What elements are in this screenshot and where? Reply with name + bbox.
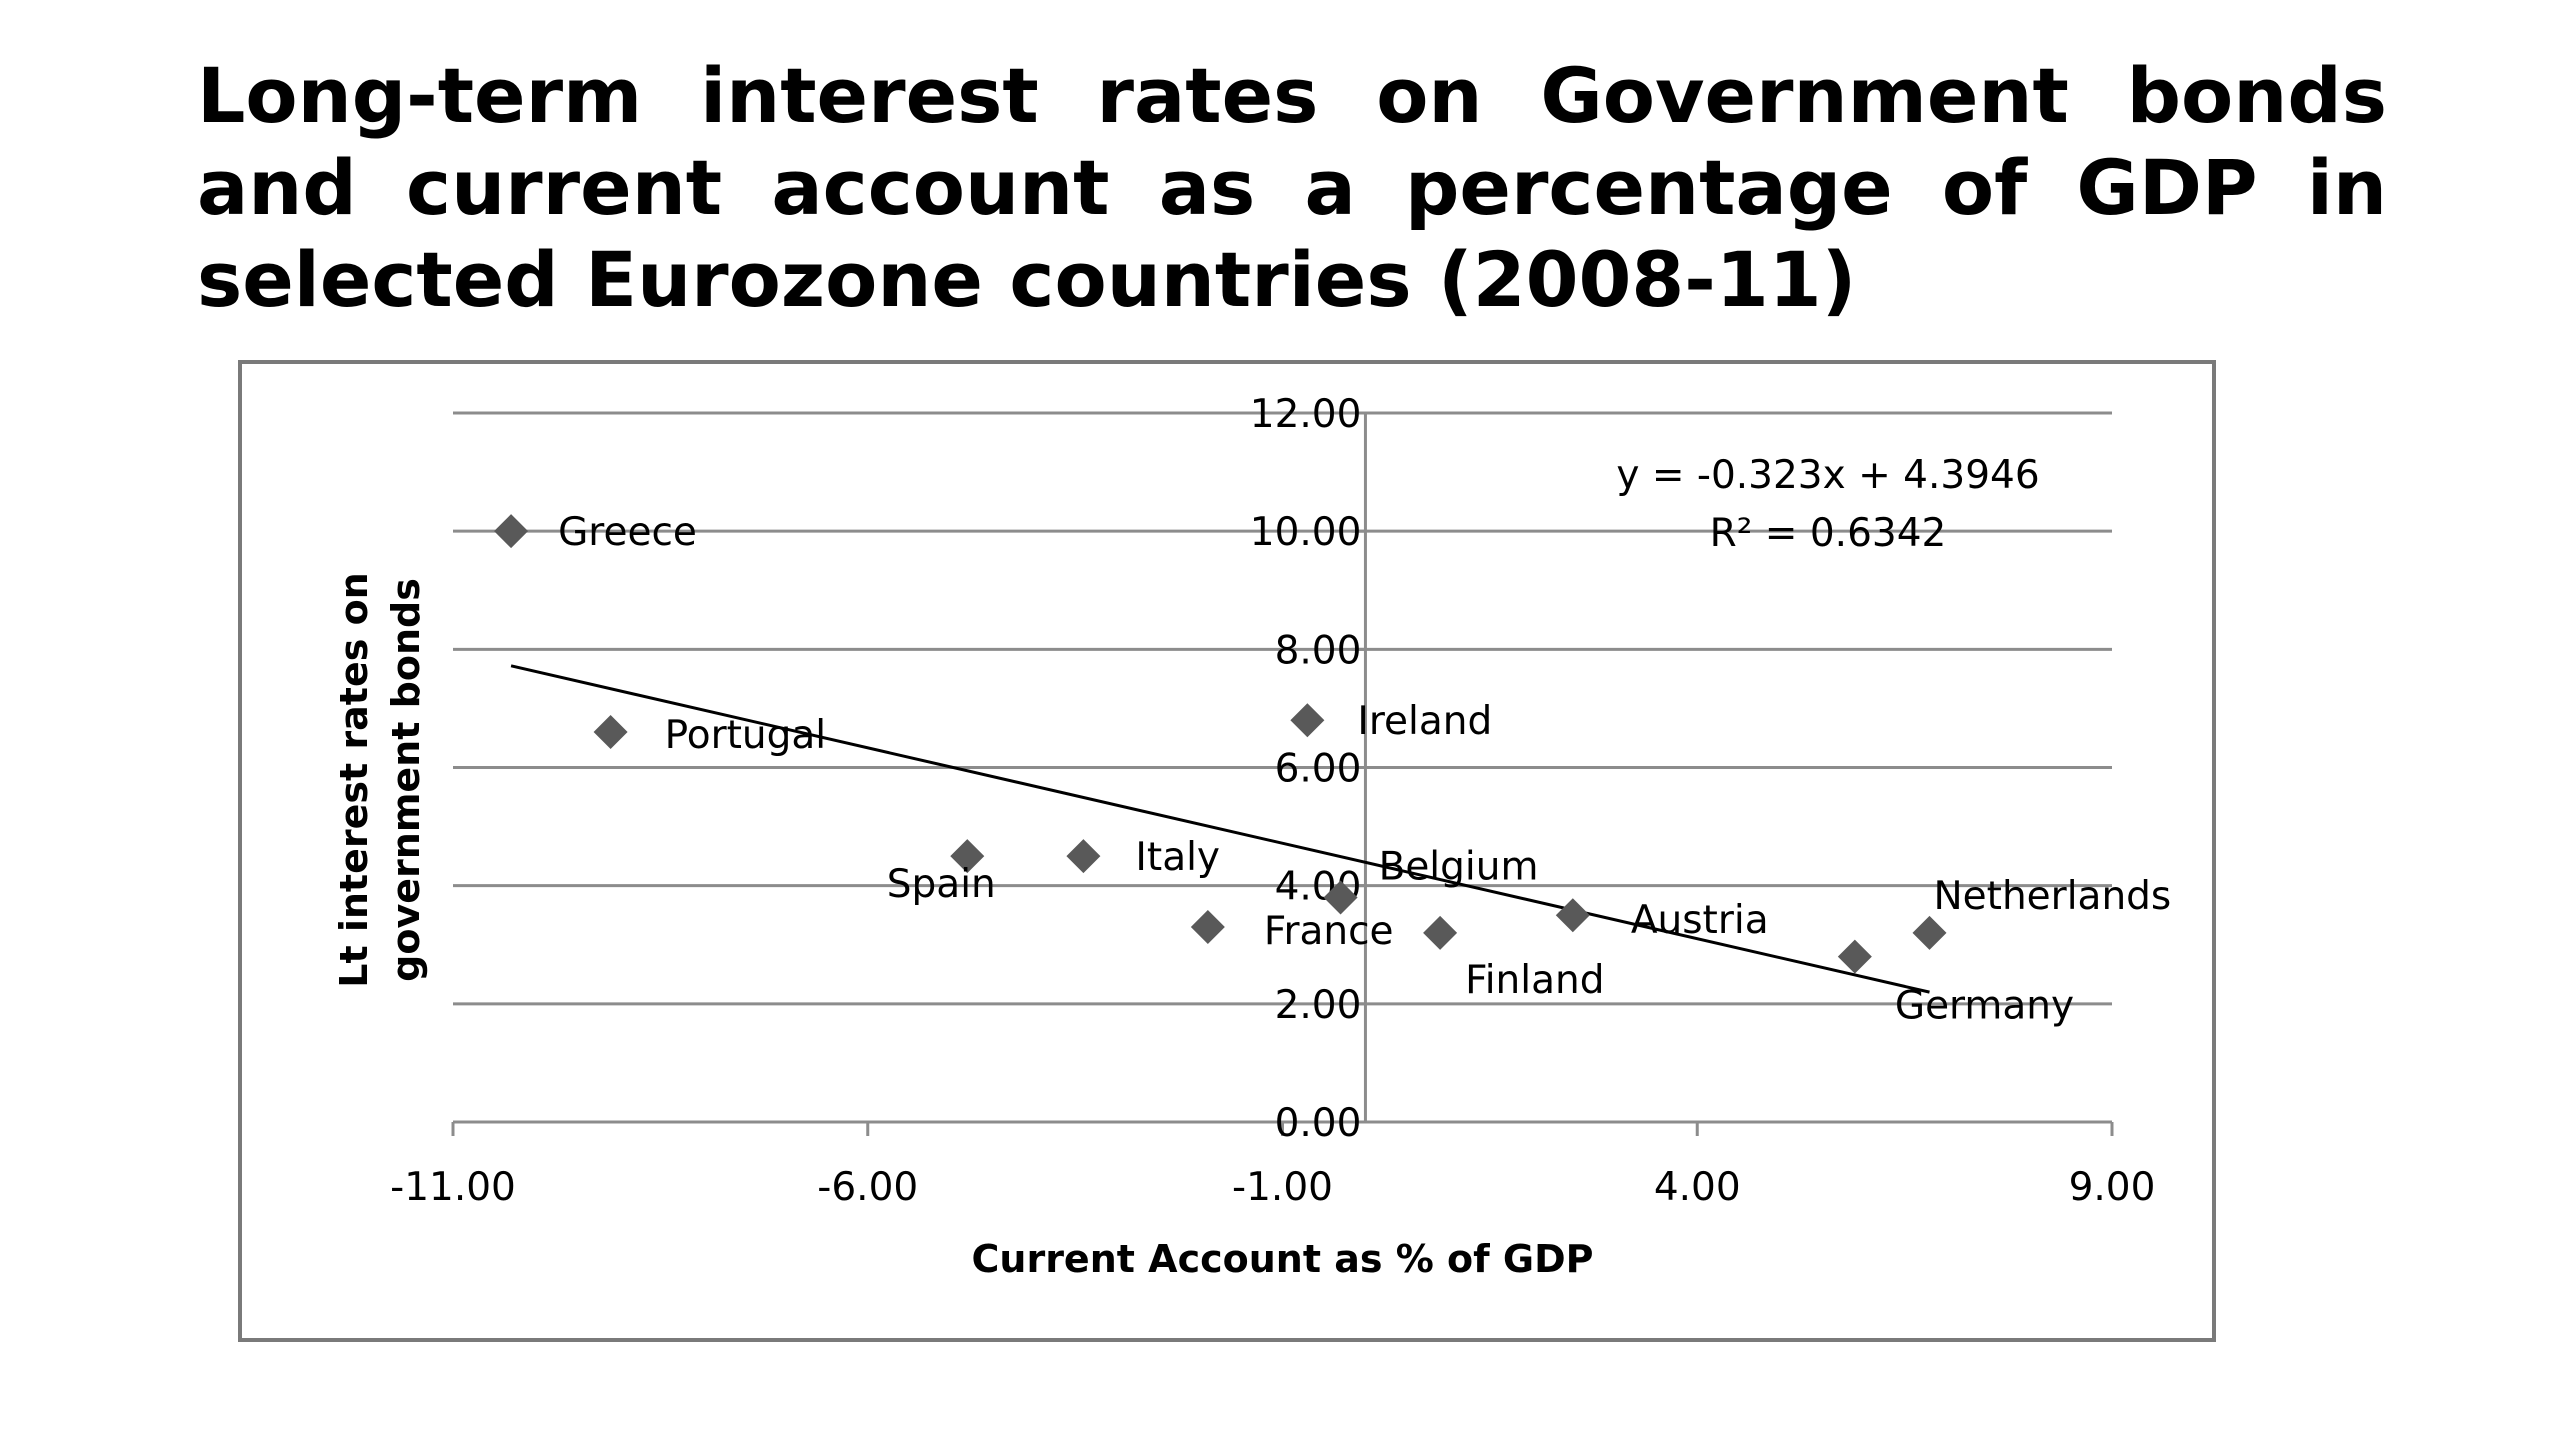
data-label-finland: Finland bbox=[1465, 958, 1604, 1003]
x-tick-label: -1.00 bbox=[1232, 1165, 1333, 1210]
x-tick-label: 9.00 bbox=[2069, 1165, 2156, 1210]
data-label-italy: Italy bbox=[1135, 835, 1220, 880]
r-squared-label: R² = 0.6342 bbox=[1710, 511, 1947, 556]
y-tick-label: 12.00 bbox=[1250, 392, 1362, 437]
data-label-portugal: Portugal bbox=[665, 713, 827, 758]
x-tick-label: 4.00 bbox=[1654, 1165, 1741, 1210]
chart-frame bbox=[238, 360, 2216, 1342]
data-point-spain bbox=[950, 839, 985, 874]
data-label-greece: Greece bbox=[558, 510, 697, 555]
data-point-netherlands bbox=[1912, 915, 1947, 950]
y-tick-label: 2.00 bbox=[1275, 983, 1362, 1028]
x-tick-label: -6.00 bbox=[817, 1165, 918, 1210]
data-point-portugal bbox=[593, 715, 628, 750]
x-axis-label: Current Account as % of GDP bbox=[972, 1237, 1594, 1281]
data-point-greece bbox=[494, 514, 529, 549]
slide-title: Long-term interest rates on Government b… bbox=[197, 51, 2387, 324]
data-point-germany bbox=[1837, 939, 1872, 974]
data-label-france: France bbox=[1264, 909, 1394, 954]
data-point-italy bbox=[1066, 839, 1101, 874]
data-label-austria: Austria bbox=[1631, 898, 1769, 943]
data-point-ireland bbox=[1290, 703, 1325, 738]
y-tick-label: 6.00 bbox=[1275, 747, 1362, 792]
y-axis-label: Lt interest rates on government bonds bbox=[332, 572, 428, 988]
data-label-netherlands: Netherlands bbox=[1934, 874, 2172, 919]
data-point-austria bbox=[1555, 898, 1590, 933]
y-tick-label: 10.00 bbox=[1250, 510, 1362, 555]
data-label-ireland: Ireland bbox=[1357, 699, 1492, 744]
x-tick-label: -11.00 bbox=[390, 1165, 516, 1210]
data-point-france bbox=[1190, 910, 1225, 945]
y-axis-label-container: Lt interest rates on government bonds bbox=[300, 450, 460, 1110]
data-point-belgium bbox=[1323, 880, 1358, 915]
data-point-finland bbox=[1423, 915, 1458, 950]
trendline bbox=[510, 664, 1930, 994]
data-label-germany: Germany bbox=[1895, 984, 2074, 1029]
trendline-equation: y = -0.323x + 4.3946 bbox=[1616, 453, 2039, 498]
y-tick-label: 0.00 bbox=[1275, 1101, 1362, 1146]
data-label-belgium: Belgium bbox=[1379, 844, 1539, 889]
y-tick-label: 8.00 bbox=[1275, 628, 1362, 673]
data-label-spain: Spain bbox=[887, 862, 996, 907]
